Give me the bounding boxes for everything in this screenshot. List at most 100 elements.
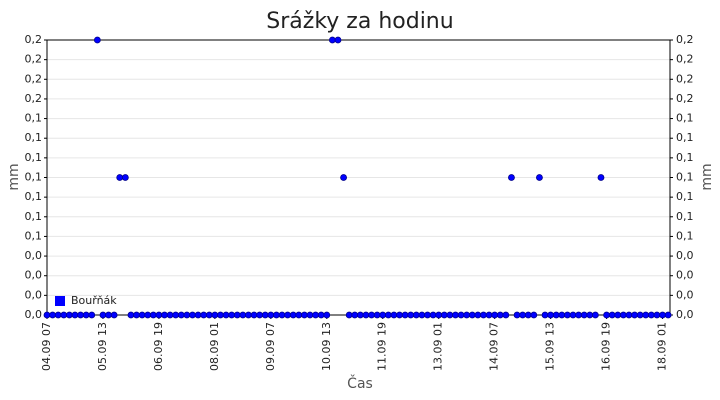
point bbox=[60, 311, 68, 319]
point bbox=[468, 311, 476, 319]
y-tick-label: 0,2 bbox=[25, 72, 43, 85]
point bbox=[446, 311, 454, 319]
point bbox=[127, 311, 135, 319]
y2-tick-label: 0,1 bbox=[676, 151, 694, 164]
point bbox=[373, 311, 381, 319]
point bbox=[345, 311, 353, 319]
point bbox=[334, 36, 342, 44]
y-tick-label: 0,2 bbox=[25, 53, 43, 66]
point bbox=[189, 311, 196, 319]
y-tick-label: 0,1 bbox=[25, 190, 43, 203]
point bbox=[54, 311, 62, 319]
point bbox=[245, 311, 252, 319]
chart-title: Srážky za hodinu bbox=[266, 9, 453, 34]
y2-tick-label: 0,2 bbox=[676, 92, 694, 105]
x-tick-label: 08.09 01 bbox=[208, 322, 221, 371]
y-tick-label: 0,1 bbox=[25, 210, 43, 223]
point bbox=[396, 311, 403, 319]
point bbox=[306, 311, 314, 319]
point bbox=[591, 311, 599, 319]
point bbox=[536, 174, 543, 181]
y2-tick-label: 0,1 bbox=[676, 229, 694, 242]
y-axis-label: mm bbox=[6, 163, 22, 190]
point bbox=[301, 311, 308, 319]
point bbox=[575, 311, 583, 319]
point bbox=[424, 311, 431, 319]
y2-tick-label: 0,1 bbox=[676, 190, 694, 203]
x-tick-label: 05.09 13 bbox=[96, 322, 109, 371]
y-tick-label: 0,0 bbox=[25, 288, 43, 301]
y2-tick-label: 0,1 bbox=[676, 210, 694, 223]
legend-swatch bbox=[55, 296, 65, 306]
y-tick-label: 0,2 bbox=[25, 33, 43, 46]
point bbox=[256, 311, 264, 319]
point bbox=[161, 311, 168, 319]
point bbox=[317, 311, 325, 319]
point bbox=[205, 311, 213, 319]
point bbox=[569, 311, 577, 319]
point bbox=[289, 311, 297, 319]
point bbox=[71, 311, 79, 319]
point bbox=[250, 311, 258, 319]
point bbox=[362, 311, 370, 319]
y-tick-label: 0,1 bbox=[25, 229, 43, 242]
legend-label: Bouřňák bbox=[71, 294, 117, 307]
y-tick-label: 0,0 bbox=[25, 269, 43, 282]
y2-tick-label: 0,1 bbox=[676, 112, 694, 125]
point bbox=[65, 311, 73, 319]
point bbox=[524, 311, 532, 319]
point bbox=[457, 311, 465, 319]
y2-tick-label: 0,2 bbox=[676, 53, 694, 66]
y2-tick-label: 0,0 bbox=[676, 249, 694, 262]
point bbox=[172, 311, 180, 319]
point bbox=[653, 311, 661, 319]
x-tick-label: 06.09 19 bbox=[152, 322, 165, 371]
point bbox=[647, 311, 655, 319]
point bbox=[564, 311, 571, 319]
point bbox=[356, 311, 364, 319]
point bbox=[77, 311, 84, 319]
point bbox=[412, 311, 420, 319]
y2-tick-label: 0,0 bbox=[676, 308, 694, 321]
point bbox=[121, 174, 129, 181]
point bbox=[239, 311, 247, 319]
point bbox=[407, 311, 415, 319]
point bbox=[541, 311, 549, 319]
point bbox=[273, 311, 280, 319]
point bbox=[284, 311, 292, 319]
point bbox=[636, 311, 644, 319]
x-tick-label: 18.09 01 bbox=[656, 322, 669, 371]
point bbox=[340, 174, 347, 181]
point bbox=[440, 311, 448, 319]
point bbox=[261, 311, 269, 319]
point bbox=[312, 311, 319, 319]
point bbox=[435, 311, 443, 319]
x-tick-label: 13.09 01 bbox=[432, 322, 445, 371]
point bbox=[138, 311, 146, 319]
point bbox=[580, 311, 588, 319]
point bbox=[368, 311, 375, 319]
point bbox=[116, 174, 124, 181]
point bbox=[295, 311, 303, 319]
point bbox=[502, 311, 510, 319]
y2-tick-label: 0,2 bbox=[676, 33, 694, 46]
point bbox=[99, 311, 107, 319]
y-tick-label: 0,1 bbox=[25, 171, 43, 184]
point bbox=[463, 311, 471, 319]
point bbox=[144, 311, 152, 319]
point bbox=[480, 311, 487, 319]
point bbox=[82, 311, 90, 319]
point bbox=[429, 311, 437, 319]
point bbox=[133, 311, 140, 319]
point bbox=[608, 311, 616, 319]
point bbox=[177, 311, 185, 319]
point bbox=[200, 311, 208, 319]
point bbox=[552, 311, 560, 319]
x-tick-label: 09.09 07 bbox=[264, 322, 277, 371]
point bbox=[110, 311, 118, 319]
point bbox=[496, 311, 504, 319]
point bbox=[43, 311, 51, 319]
point bbox=[530, 311, 538, 319]
point bbox=[418, 311, 426, 319]
